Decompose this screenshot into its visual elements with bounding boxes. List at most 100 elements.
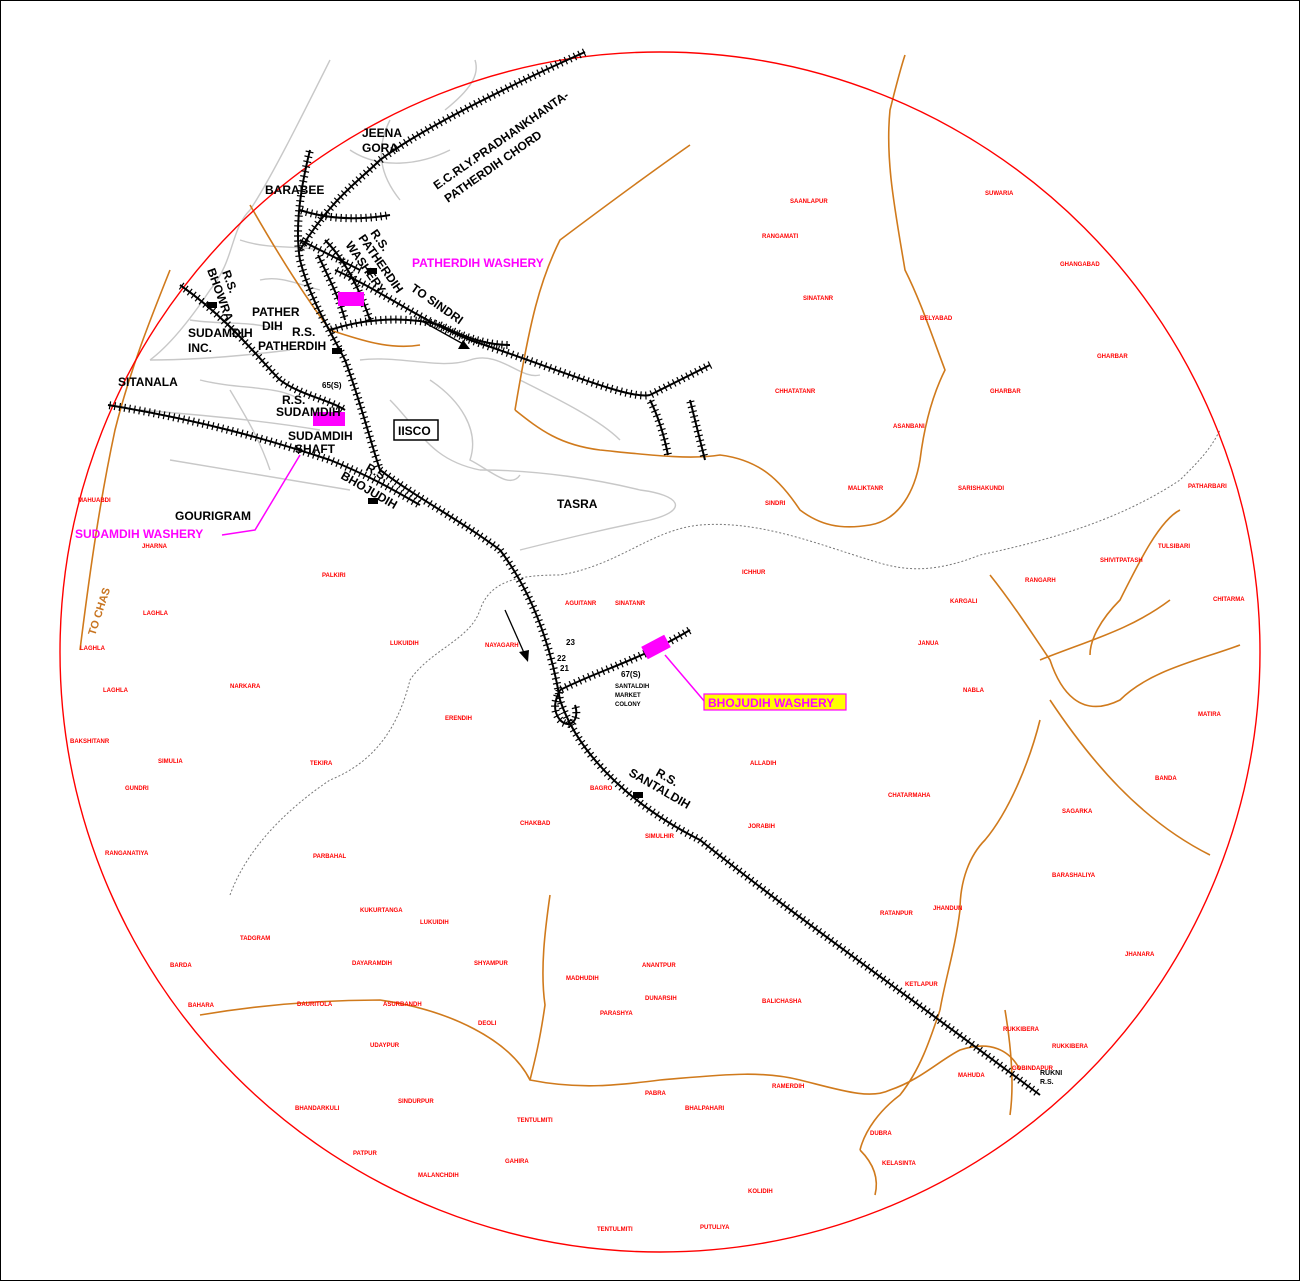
- rail-tie: [564, 683, 569, 691]
- rail-tie: [651, 408, 659, 413]
- rail-tie: [892, 984, 899, 992]
- rail-tie: [524, 355, 529, 364]
- village-janua: JANUA: [918, 641, 939, 647]
- rail-tie: [581, 48, 587, 57]
- rail-tie: [957, 1031, 963, 1040]
- label-gourigram: GOURIGRAM: [175, 509, 251, 523]
- rail-tie: [740, 870, 747, 878]
- village-aguitanr: AGUITANR: [565, 601, 597, 607]
- rail-tie: [661, 442, 670, 446]
- rail-tie: [686, 626, 692, 635]
- rail-tie: [515, 352, 520, 361]
- rail-tie: [557, 367, 562, 376]
- village-simulia: SIMULIA: [158, 759, 183, 765]
- rail-tie: [497, 548, 505, 554]
- rail-tie: [352, 284, 361, 290]
- rail-tie: [768, 891, 775, 899]
- rail-tie: [352, 275, 358, 284]
- rail-tie: [367, 473, 372, 482]
- rail-tie: [381, 469, 388, 477]
- rail-tie: [920, 1005, 927, 1013]
- rail-tie: [776, 897, 783, 906]
- village-barashaliya: BARASHALIYA: [1052, 873, 1096, 879]
- rail-tie: [667, 819, 673, 827]
- rail-tie: [973, 1043, 979, 1051]
- rail-tie: [559, 58, 564, 67]
- rail-tie: [642, 649, 647, 658]
- rail-tie: [876, 972, 883, 980]
- rail-tie: [309, 209, 314, 218]
- village-shivitpatash: SHIVITPATASH: [1100, 558, 1143, 564]
- rail-tie: [201, 419, 205, 428]
- rail-tie: [736, 867, 743, 875]
- rail-tie: [321, 453, 326, 462]
- rail-tie: [880, 975, 887, 983]
- village-simulhir: SIMULHIR: [645, 834, 675, 840]
- rail-tie: [675, 824, 681, 832]
- rail-tie: [415, 499, 421, 508]
- rail-tie: [312, 243, 318, 252]
- bhojudih-washery-label-box: [703, 693, 847, 711]
- rail-tie: [812, 924, 818, 933]
- village-parbahal: PARBAHAL: [313, 854, 347, 860]
- rail-tie: [953, 1028, 959, 1037]
- rail-tie: [224, 321, 231, 328]
- rail-tie: [364, 312, 373, 317]
- rail-tie: [469, 526, 475, 535]
- rail-tie: [614, 780, 622, 788]
- rail-tie: [434, 319, 438, 328]
- rail-tie: [649, 404, 657, 409]
- rail-tie: [792, 909, 798, 918]
- station-bhojudih: [368, 498, 378, 504]
- rail-tie: [569, 718, 577, 725]
- village-pabra: PABRA: [645, 1091, 667, 1097]
- label-patherdih-washery: PATHERDIH WASHERY: [412, 256, 544, 270]
- rail-tie: [400, 302, 406, 311]
- rail-tie: [544, 647, 553, 652]
- rail-tie: [663, 452, 672, 456]
- rail-tie: [961, 1034, 967, 1042]
- rail-tie: [677, 631, 683, 640]
- rail-tie: [365, 282, 371, 291]
- label-km-21: 21: [560, 664, 569, 673]
- rail-tie: [374, 287, 380, 296]
- rail-tie: [326, 241, 334, 249]
- rail-tie: [582, 674, 587, 683]
- rail-tie: [359, 172, 366, 180]
- rail-tie: [534, 618, 543, 623]
- rail-tie: [981, 1049, 987, 1057]
- rail-tie: [548, 363, 552, 372]
- rail-tie: [694, 367, 699, 376]
- rail-tie: [414, 316, 417, 325]
- village-patpur: PATPUR: [353, 1151, 377, 1157]
- rail-tie: [358, 469, 363, 478]
- rail-tie: [756, 882, 763, 890]
- rail-tie: [435, 321, 441, 330]
- rail-tie: [240, 429, 244, 438]
- rail-tie: [553, 713, 562, 719]
- village-asanbani: ASANBANI: [893, 424, 925, 430]
- rail-tie: [560, 710, 569, 715]
- rail-tie: [447, 325, 452, 334]
- rail-tie: [387, 295, 393, 303]
- rail-tie: [653, 388, 659, 396]
- rail-tie: [662, 816, 669, 825]
- label-km-23: 23: [566, 638, 575, 647]
- rail-tie: [419, 317, 422, 326]
- village-jorabih: JORABIH: [748, 824, 775, 830]
- rail-tie: [485, 338, 489, 347]
- rail-tie: [309, 296, 318, 301]
- rail-tie: [605, 383, 609, 392]
- rail-tie: [486, 342, 491, 351]
- rail-tie: [660, 437, 669, 441]
- rail-tie: [539, 633, 548, 637]
- rail-tie: [654, 811, 660, 819]
- rail-tie: [326, 398, 331, 407]
- rail-tie: [536, 69, 541, 78]
- rail-tie: [639, 391, 642, 400]
- village-bhandarkuli: BHANDARKULI: [295, 1106, 340, 1112]
- village-gundri: GUNDRI: [125, 786, 149, 792]
- rail-tie: [346, 271, 354, 277]
- rail-tie: [501, 347, 505, 356]
